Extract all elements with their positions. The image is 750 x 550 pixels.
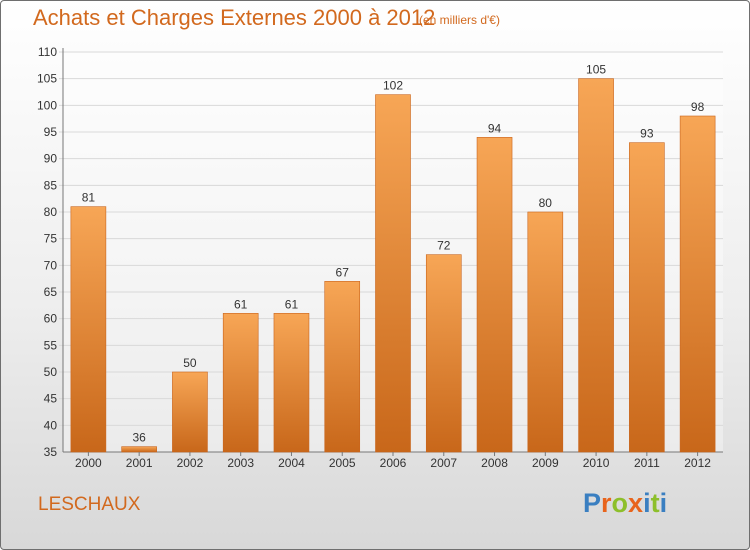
y-tick-label: 70 bbox=[44, 258, 58, 272]
bar-2001 bbox=[121, 446, 157, 453]
logo-letter: x bbox=[628, 488, 644, 518]
y-tick-label: 50 bbox=[44, 365, 58, 379]
x-tick-label-2004: 2004 bbox=[278, 456, 305, 470]
chart-unit: (en milliers d'€) bbox=[419, 13, 500, 27]
data-label-2002: 50 bbox=[183, 356, 197, 370]
bar-2006 bbox=[375, 94, 411, 453]
x-tick-label-2003: 2003 bbox=[227, 456, 254, 470]
bar-2002 bbox=[172, 371, 208, 453]
y-tick-label: 40 bbox=[44, 418, 58, 432]
bar-2010 bbox=[578, 78, 614, 453]
chart-title: Achats et Charges Externes 2000 à 2012 bbox=[33, 5, 436, 30]
data-label-2007: 72 bbox=[437, 239, 451, 253]
y-tick-label: 85 bbox=[44, 178, 58, 192]
bar-2004 bbox=[273, 313, 310, 453]
x-tick-label-2000: 2000 bbox=[75, 456, 102, 470]
bar-2011 bbox=[629, 142, 665, 453]
x-tick-label-2008: 2008 bbox=[481, 456, 508, 470]
x-tick-label-2012: 2012 bbox=[684, 456, 711, 470]
data-label-2003: 61 bbox=[234, 297, 248, 311]
logo-letter: t bbox=[650, 488, 660, 518]
data-label-2001: 36 bbox=[132, 431, 146, 445]
logo-letter: r bbox=[601, 488, 612, 518]
data-label-2006: 102 bbox=[383, 79, 403, 93]
proxiti-logo[interactable]: Proxiti bbox=[583, 488, 667, 519]
data-label-2005: 67 bbox=[336, 265, 350, 279]
y-tick-label: 95 bbox=[44, 125, 58, 139]
x-tick-label-2010: 2010 bbox=[583, 456, 610, 470]
bar-2000 bbox=[70, 206, 107, 453]
bar-2008 bbox=[476, 137, 513, 453]
data-label-2004: 61 bbox=[285, 297, 299, 311]
data-label-2012: 98 bbox=[691, 100, 705, 114]
y-tick-label: 105 bbox=[37, 72, 57, 86]
data-label-2011: 93 bbox=[640, 127, 654, 141]
x-tick-label-2005: 2005 bbox=[329, 456, 356, 470]
bar-2007 bbox=[425, 254, 462, 453]
x-tick-label-2007: 2007 bbox=[430, 456, 457, 470]
y-tick-label: 45 bbox=[44, 392, 58, 406]
commune-name: LESCHAUX bbox=[38, 494, 141, 515]
y-tick-label: 60 bbox=[44, 312, 58, 326]
logo-letter: i bbox=[659, 488, 668, 518]
x-tick-label-2011: 2011 bbox=[634, 456, 660, 470]
y-tick-label: 65 bbox=[44, 285, 58, 299]
data-label-2010: 105 bbox=[586, 63, 606, 77]
y-tick-label: 55 bbox=[44, 338, 58, 352]
data-label-2000: 81 bbox=[82, 191, 96, 205]
y-tick-label: 110 bbox=[38, 45, 57, 59]
bar-2005 bbox=[324, 281, 361, 453]
data-label-2009: 80 bbox=[539, 196, 553, 210]
y-tick-label: 35 bbox=[44, 445, 58, 459]
x-tick-label-2001: 2001 bbox=[126, 456, 153, 470]
x-tick-label-2006: 2006 bbox=[380, 456, 407, 470]
x-tick-label-2002: 2002 bbox=[177, 456, 204, 470]
logo-letter: o bbox=[611, 488, 629, 518]
bar-2003 bbox=[222, 313, 259, 453]
bar-2009 bbox=[527, 211, 564, 453]
data-label-2008: 94 bbox=[488, 121, 502, 135]
logo-letter: i bbox=[643, 488, 651, 518]
bar-2012 bbox=[679, 115, 716, 453]
y-tick-label: 75 bbox=[44, 232, 58, 246]
y-tick-label: 90 bbox=[44, 152, 58, 166]
x-tick-label-2009: 2009 bbox=[532, 456, 559, 470]
y-tick-label: 100 bbox=[37, 98, 57, 112]
y-tick-label: 80 bbox=[44, 205, 58, 219]
logo-letter: P bbox=[583, 488, 602, 518]
